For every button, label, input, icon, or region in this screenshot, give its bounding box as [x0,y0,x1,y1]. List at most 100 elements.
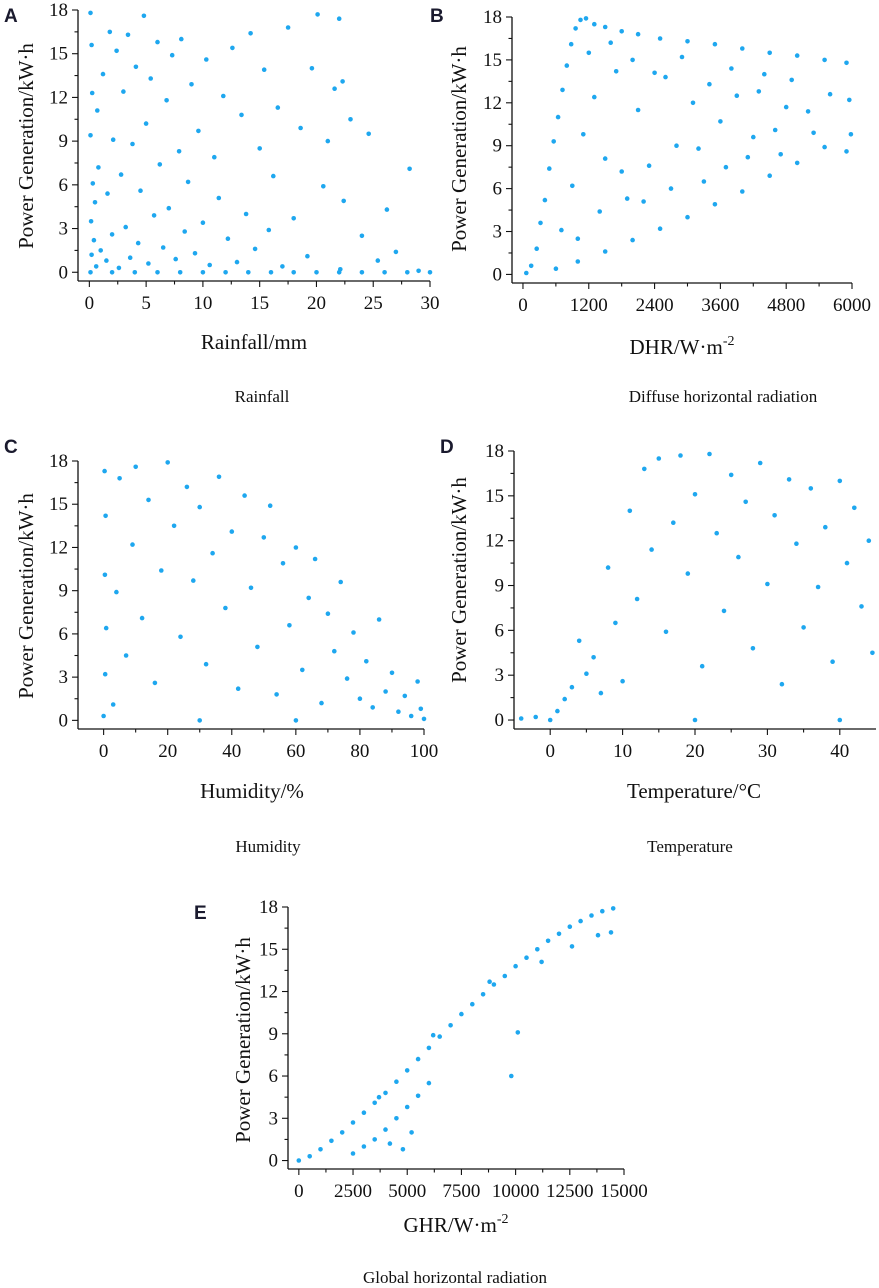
data-point [118,172,124,177]
data-point [340,79,345,84]
data-point [267,503,273,509]
data-point [427,270,433,275]
x-axis-title-main: GHR/W·m [404,1213,497,1237]
data-point [315,12,320,17]
data-point [280,264,285,269]
data-point [535,947,540,952]
data-point [745,154,751,160]
data-point [200,220,206,225]
data-point [848,132,854,137]
data-point [584,671,589,676]
data-point [336,270,342,275]
data-point [778,152,783,157]
panel-a: A 0 5 10 15 20 25 30 0 3 6 9 12 15 18 Rainfall/mm Pow… [4,0,440,406]
data-point [415,1093,421,1099]
data-point [570,183,575,189]
data-point [89,42,94,48]
y-tick-label: 15 [259,939,278,960]
data-point [794,160,800,166]
data-point [123,653,129,658]
data-point [185,179,191,185]
data-point [387,1141,393,1146]
x-axis-title: DHR/W·m-2 [630,334,735,359]
data-point [271,173,276,179]
data-point [100,71,106,77]
data-point [197,718,202,723]
data-point [847,97,852,103]
data-point [133,64,139,70]
data-point [524,955,529,960]
data-point [823,524,828,530]
data-point [416,268,421,274]
y-tick-label: 15 [483,50,502,71]
data-point [789,77,794,83]
data-point [721,608,727,614]
x-tick-label: 1200 [570,295,608,316]
y-tick-label: 12 [259,982,278,1003]
x-tick-label: 12500 [546,1181,594,1202]
data-point [138,188,143,193]
data-point [197,504,202,510]
data-point [396,709,401,714]
data-point [772,127,778,133]
x-tick-label: 40 [222,741,241,762]
x-tick-label: 0 [545,741,555,762]
data-point [844,60,849,66]
data-point [127,255,133,260]
x-axis-title-sup: -2 [497,1212,509,1227]
data-point [117,476,122,481]
x-tick-label: 60 [286,741,305,762]
y-axis-title: Power Generation/kW·h [447,477,471,683]
data-point [296,1158,302,1163]
data-point [657,36,663,41]
data-point [177,270,183,275]
data-point [656,456,662,461]
data-point [384,207,390,212]
y-tick-label: 18 [49,451,68,472]
data-point [298,125,303,131]
data-point [605,565,611,570]
x-axis-title-main: DHR/W·m [630,335,723,359]
y-tick-label: 18 [483,7,502,28]
data-point [696,146,701,151]
data-point [285,25,291,30]
data-point [692,492,698,497]
data-point [723,164,729,170]
data-point [750,646,756,651]
data-point [591,655,596,660]
data-point [779,681,785,687]
data-point [729,66,734,71]
plot-area: 0 1200 2400 3600 4800 6000 0 3 6 9 12 15 18 [483,7,871,316]
data-point [448,1023,453,1028]
panel-d: D 0 10 20 30 40 0 3 6 9 12 15 18 Temperature/°C Pow… [440,437,876,856]
data-point [332,86,337,91]
data-point [306,595,312,601]
data-point [229,529,235,534]
data-point [348,117,353,122]
y-axis-title: Power Generation/kW·h [14,43,38,249]
data-point [132,270,138,275]
data-point [830,659,835,664]
data-point [409,1130,414,1135]
data-point [685,571,691,576]
axes-layer: 0 5 10 15 20 25 30 0 3 6 9 12 15 18 [49,0,440,314]
y-tick-label: 9 [493,136,503,157]
data-point [592,21,597,27]
data-point [266,227,272,233]
data-point [189,82,194,87]
data-point [116,265,122,271]
data-point [184,484,190,490]
y-tick-label: 3 [269,1108,279,1129]
data-point [767,50,772,56]
x-tick-label: 15 [250,293,269,314]
data-point [287,623,292,628]
data-point [589,913,594,918]
panel-caption: Global horizontal radiation [363,1268,548,1287]
data-point [592,94,597,100]
data-point [595,932,601,938]
data-point [109,232,115,237]
data-point [274,692,279,697]
data-point [866,538,872,543]
data-point [641,199,646,204]
x-tick-label: 25 [364,293,383,314]
